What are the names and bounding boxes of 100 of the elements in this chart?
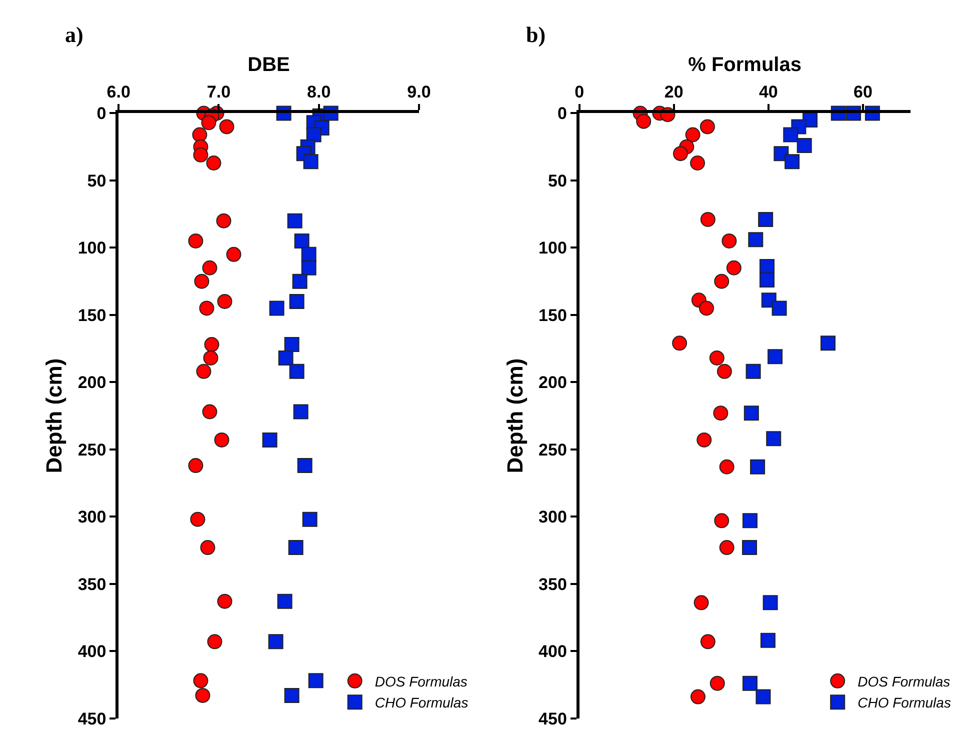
- point: [289, 294, 304, 309]
- point: [760, 632, 776, 648]
- point: [303, 154, 318, 170]
- x-tick-label: 60: [854, 82, 872, 102]
- x-axis-title: % Formulas: [688, 54, 802, 76]
- point: [726, 260, 742, 276]
- y-tick-label: 200: [78, 373, 106, 392]
- y-tick-label: 450: [538, 709, 567, 728]
- point: [292, 274, 308, 289]
- point: [716, 364, 732, 379]
- point: [289, 364, 304, 379]
- point: [188, 458, 204, 474]
- point: [203, 350, 218, 366]
- point: [217, 594, 232, 609]
- point: [202, 404, 218, 420]
- point: [226, 246, 242, 262]
- point: [690, 689, 706, 704]
- y-tick-label: 100: [78, 238, 106, 258]
- point: [672, 336, 688, 351]
- point: [742, 540, 758, 556]
- y-tick-label: 0: [96, 104, 106, 124]
- point: [760, 272, 775, 288]
- point: [700, 634, 716, 650]
- point: [685, 127, 700, 142]
- x-tick-label: 40: [758, 82, 778, 102]
- y-tick-label: 350: [78, 574, 106, 594]
- y-axis-title: Depth (cm): [42, 358, 67, 474]
- point: [268, 634, 284, 650]
- point: [636, 114, 652, 129]
- legend-label: DOS Formulas: [858, 673, 950, 690]
- point: [699, 300, 714, 316]
- point: [293, 404, 308, 420]
- point: [190, 512, 206, 527]
- point: [199, 300, 214, 316]
- point: [188, 233, 204, 248]
- x-tick-label: 8.0: [307, 82, 331, 102]
- text: a): [65, 22, 84, 47]
- point: [784, 154, 800, 170]
- y-tick-label: 450: [78, 709, 106, 728]
- x-tick-label: 7.0: [206, 82, 231, 102]
- point: [216, 213, 232, 228]
- point: [196, 364, 212, 379]
- y-tick-label: 50: [548, 171, 567, 190]
- legend-label: DOS Formulas: [374, 673, 468, 690]
- point: [195, 688, 210, 703]
- point: [219, 119, 234, 134]
- point: [284, 688, 300, 703]
- point: [700, 119, 715, 134]
- point: [756, 689, 771, 704]
- point: [760, 259, 775, 274]
- point: [302, 512, 318, 527]
- point: [192, 127, 208, 142]
- point: [288, 540, 304, 556]
- point: [287, 213, 302, 228]
- text: b): [526, 22, 546, 47]
- point: [744, 406, 759, 421]
- y-tick-label: 250: [538, 440, 567, 460]
- point: [297, 458, 312, 474]
- y-tick-label: 0: [557, 104, 567, 124]
- legend-label: CHO Formulas: [374, 694, 468, 711]
- x-axis-title: DBE: [248, 54, 290, 76]
- point: [772, 300, 787, 316]
- y-tick-label: 300: [78, 508, 106, 527]
- point: [748, 232, 764, 248]
- y-axis-title: Depth (cm): [502, 358, 528, 474]
- point: [719, 540, 734, 556]
- y-tick-label: 250: [78, 440, 106, 460]
- y-tick-label: 350: [538, 574, 567, 594]
- point: [766, 431, 782, 446]
- point: [709, 350, 724, 366]
- point: [700, 212, 716, 227]
- point: [722, 233, 737, 248]
- point: [714, 513, 730, 528]
- point: [762, 595, 778, 610]
- x-tick-label: 6.0: [106, 82, 130, 102]
- y-tick-label: 50: [87, 171, 106, 190]
- point: [214, 432, 230, 448]
- point: [204, 337, 220, 352]
- point: [820, 336, 836, 351]
- point: [796, 138, 812, 154]
- y-tick-label: 400: [538, 642, 567, 662]
- y-tick-label: 100: [538, 238, 567, 258]
- point: [750, 459, 766, 474]
- legend-label: CHO Formulas: [858, 694, 951, 711]
- point: [746, 364, 761, 379]
- point: [301, 246, 316, 262]
- point: [768, 349, 783, 364]
- point: [193, 673, 208, 688]
- y-tick-label: 150: [538, 306, 567, 325]
- point: [194, 274, 210, 289]
- point: [284, 337, 300, 352]
- point: [713, 406, 728, 421]
- y-tick-label: 150: [78, 306, 106, 325]
- point: [200, 540, 216, 556]
- x-tick-label: 0: [574, 82, 584, 102]
- point: [308, 673, 324, 688]
- point: [301, 260, 316, 276]
- point: [694, 595, 709, 610]
- point: [193, 147, 208, 162]
- point: [294, 233, 310, 248]
